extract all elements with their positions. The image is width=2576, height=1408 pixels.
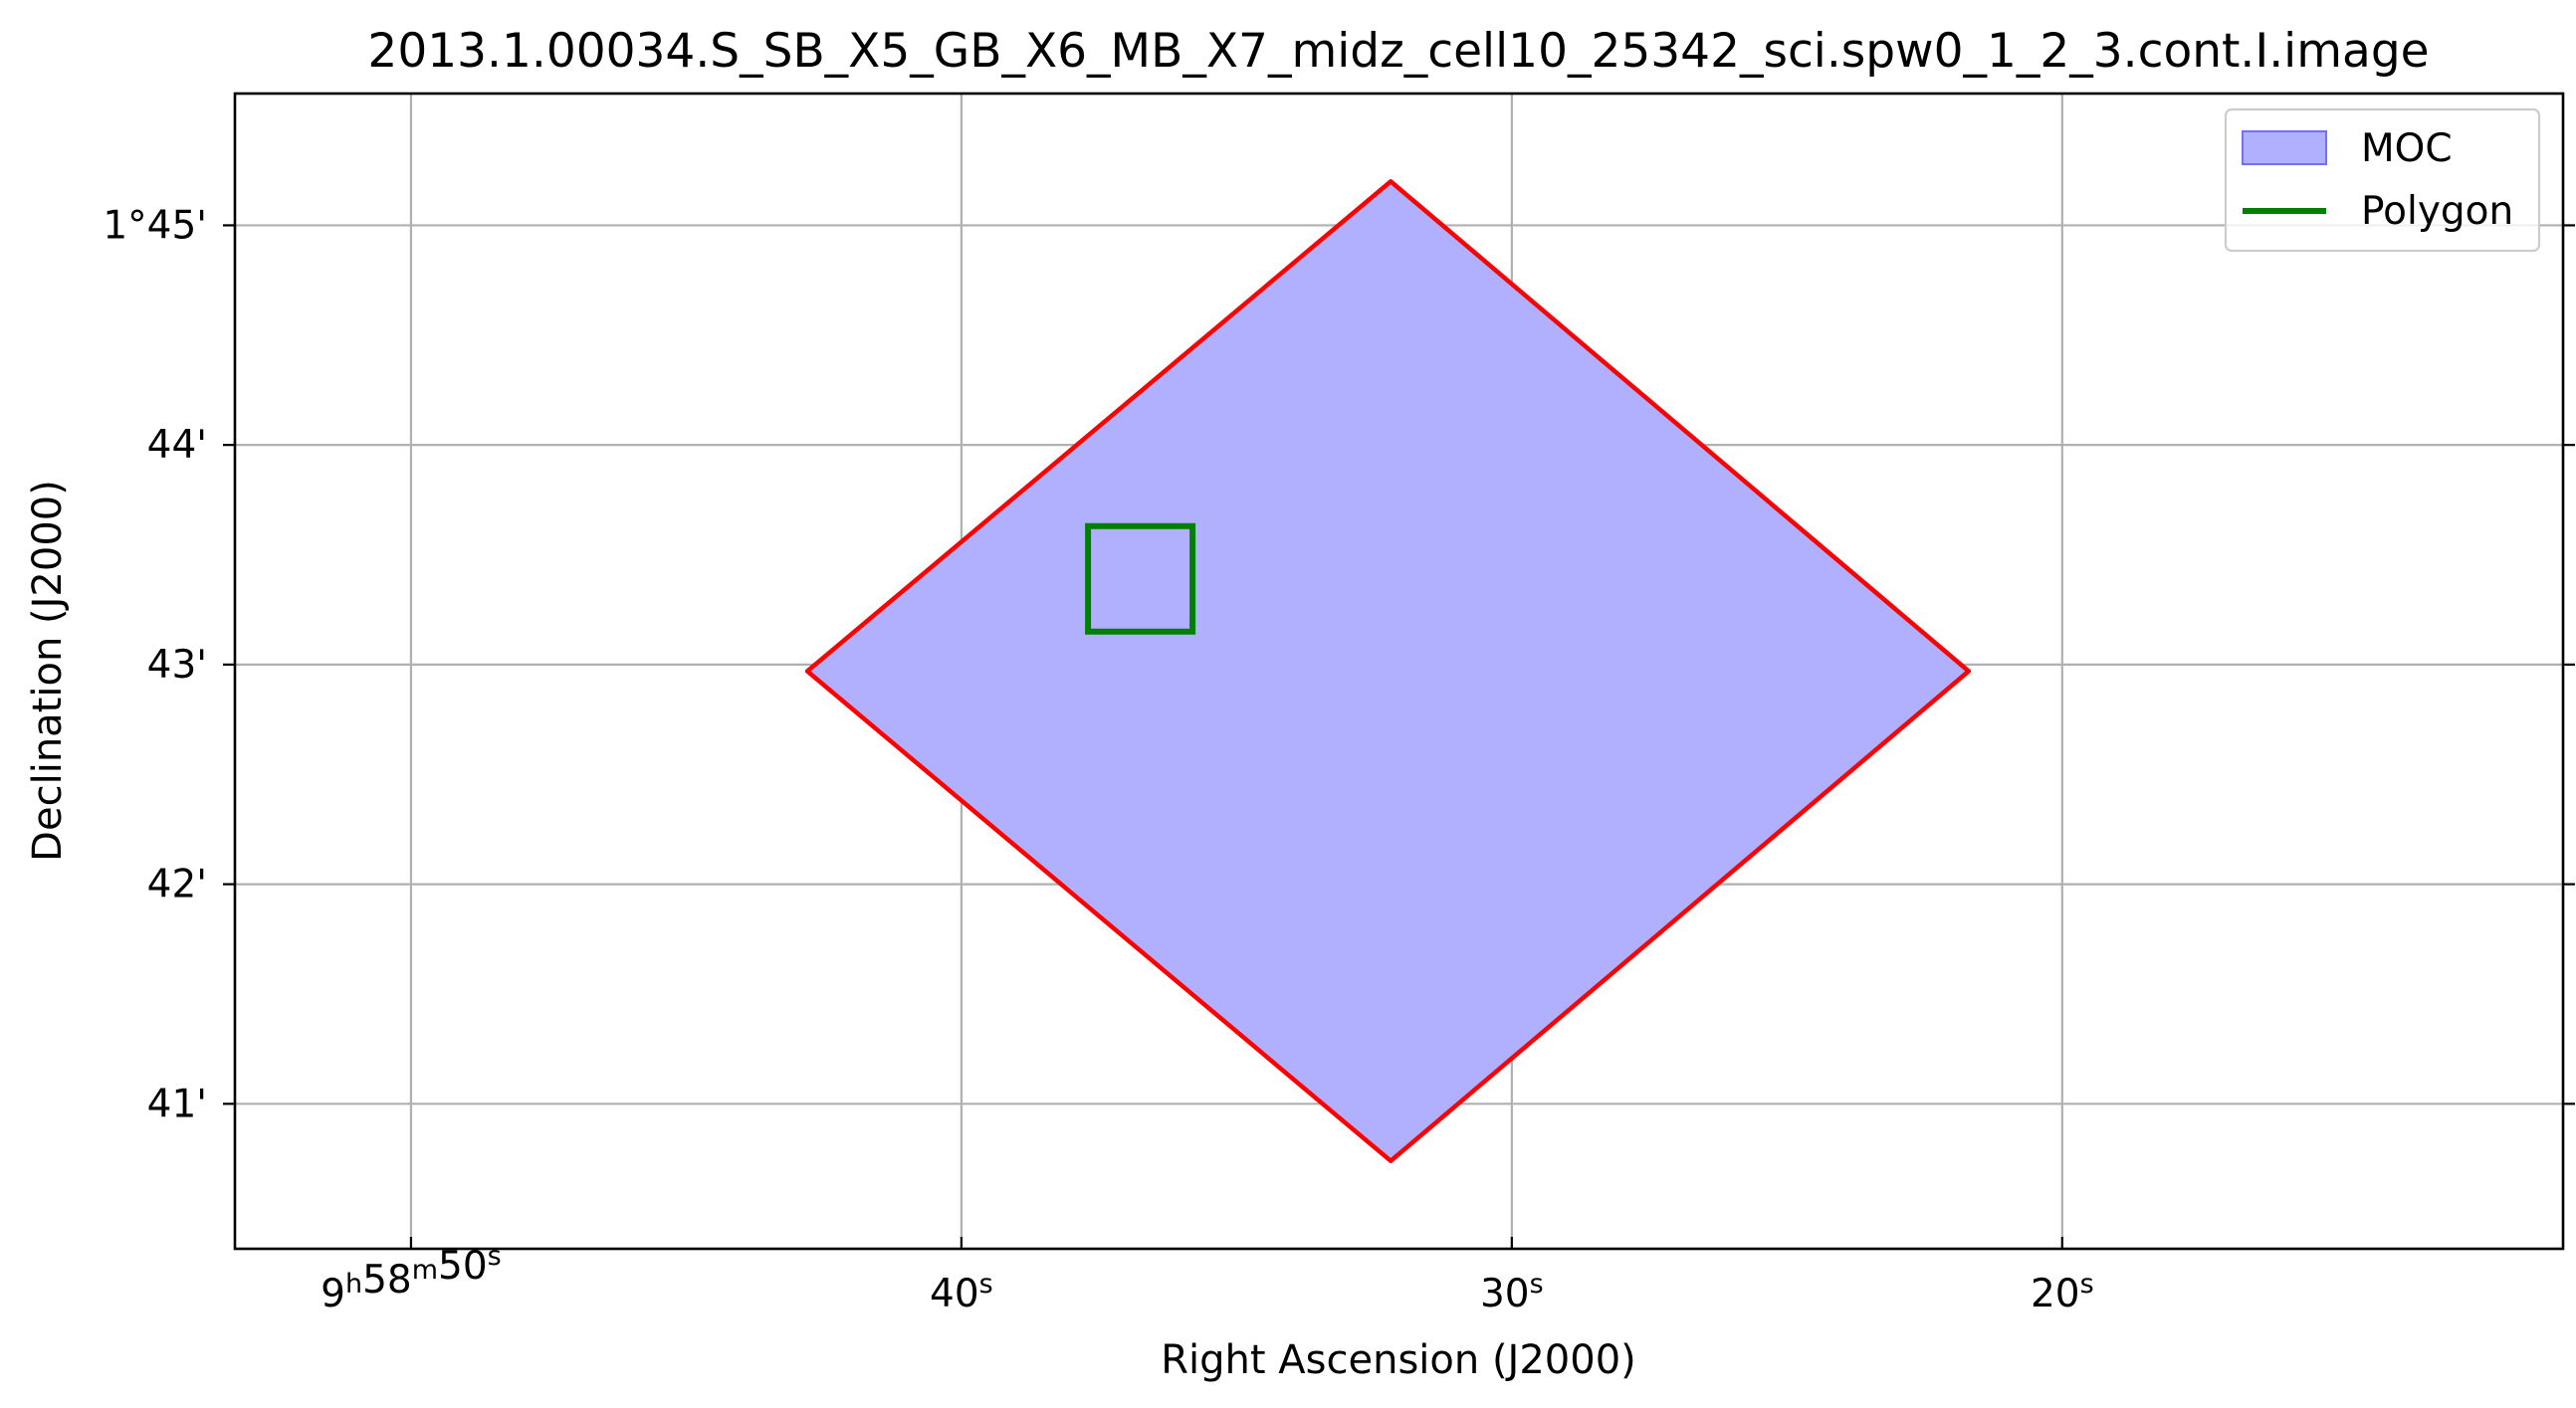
y-tick-label: 1°45'	[103, 203, 207, 248]
x-tick-label: 30s	[1480, 1269, 1544, 1316]
x-tick-label: 9h58m50s	[321, 1241, 502, 1316]
legend-polygon-label: Polygon	[2361, 189, 2513, 234]
y-tick-label: 42'	[147, 863, 207, 907]
legend: MOC Polygon	[2224, 107, 2541, 253]
data-layer	[804, 179, 1972, 1163]
y-tick-label: 43'	[147, 643, 207, 688]
y-tick-label: 44'	[147, 423, 207, 468]
y-axis-label: Declination (J2000)	[25, 480, 71, 862]
axes-frame	[233, 92, 2565, 1251]
x-tick-label: 40s	[930, 1269, 993, 1316]
polygon-outline	[1085, 522, 1196, 635]
moc-outline	[804, 179, 1972, 1163]
chart-title: 2013.1.00034.S_SB_X5_GB_X6_MB_X7_midz_ce…	[367, 24, 2429, 79]
x-axis-label: Right Ascension (J2000)	[1161, 1337, 1636, 1383]
y-tick-label: 41'	[147, 1082, 207, 1126]
x-tick-label: 20s	[2031, 1269, 2094, 1316]
legend-moc-swatch	[2242, 130, 2327, 165]
legend-moc-label: MOC	[2361, 126, 2453, 171]
tick-layer: 9h58m50s 40s 30s 20s 1°45' 44' 43' 42' 41'	[103, 203, 2575, 1316]
